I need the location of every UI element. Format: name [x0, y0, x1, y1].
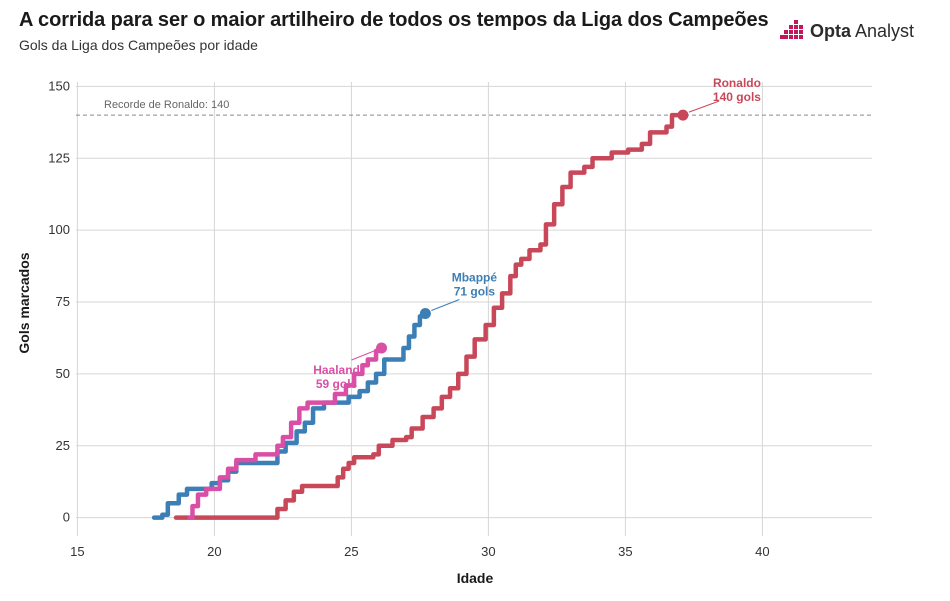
end-label-name-mbappe: Mbappé	[452, 271, 498, 285]
x-tick-label: 20	[207, 544, 221, 559]
record-line-label: Recorde de Ronaldo: 140	[104, 99, 229, 111]
end-label-leader-haaland	[351, 349, 377, 361]
y-tick-label: 75	[56, 294, 70, 309]
chart-subtitle: Gols da Liga dos Campeões por idade	[19, 37, 258, 53]
end-label-goals-ronaldo: 140 gols	[713, 90, 761, 104]
y-tick-label: 150	[48, 78, 70, 93]
end-label-name-ronaldo: Ronaldo	[713, 76, 761, 90]
opta-analyst-wordmark: Opta Analyst	[810, 20, 915, 41]
series-line-ronaldo	[173, 112, 686, 520]
x-tick-label: 30	[481, 544, 495, 559]
end-label-goals-haaland: 59 gols	[316, 377, 358, 391]
x-tick-label: 15	[70, 544, 84, 559]
chart-title: A corrida para ser o maior artilheiro de…	[19, 9, 769, 31]
chart-grid	[76, 82, 872, 536]
end-label-leader-ronaldo	[688, 100, 720, 113]
end-label-leader-mbappe	[431, 299, 460, 311]
record-reference-line: Recorde de Ronaldo: 140	[76, 99, 872, 116]
series-endpoint-haaland	[376, 342, 388, 354]
x-tick-label: 40	[755, 544, 769, 559]
x-axis-title: Idade	[457, 570, 494, 586]
series-line-haaland	[187, 345, 384, 520]
y-tick-label: 25	[56, 438, 70, 453]
y-tick-label: 50	[56, 366, 70, 381]
x-tick-label: 25	[344, 544, 358, 559]
y-tick-label: 125	[48, 150, 70, 165]
series-endpoint-ronaldo	[677, 109, 689, 121]
y-axis-title: Gols marcados	[16, 252, 32, 353]
y-tick-label: 100	[48, 222, 70, 237]
opta-logo-icon	[780, 20, 803, 39]
series-line-mbappe	[151, 311, 428, 520]
chart-series	[151, 109, 689, 520]
end-label-goals-mbappe: 71 gols	[454, 285, 496, 299]
series-endpoint-mbappe	[419, 308, 431, 319]
opta-analyst-logo: Opta Analyst	[780, 20, 914, 42]
end-label-name-haaland: Haaland	[313, 363, 360, 377]
y-tick-label: 0	[63, 510, 70, 525]
x-tick-label: 35	[618, 544, 632, 559]
axis-ticks: 0 25 50 75 100 125 150 15 20 25 30 35 40	[48, 78, 769, 559]
